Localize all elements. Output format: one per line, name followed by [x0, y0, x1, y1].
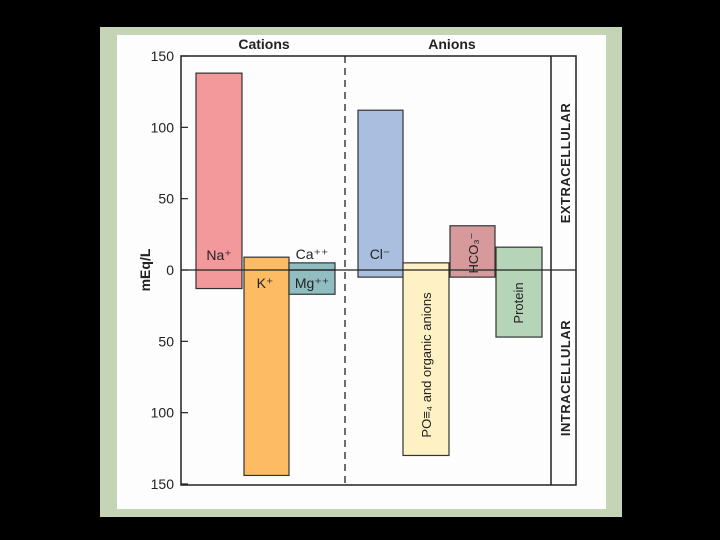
side-label-intracellular: INTRACELLULAR: [558, 320, 573, 436]
y-tick-label: 100: [151, 405, 175, 421]
y-tick-label: 100: [151, 119, 175, 135]
y-tick-label: 150: [151, 476, 175, 492]
ion-label-na: Na⁺: [206, 247, 231, 263]
bar-1: [243, 256, 290, 477]
y-tick-label: 50: [158, 333, 174, 349]
y-tick-label: 0: [166, 262, 174, 278]
ion-label-phosphate-organic: PO≡₄ and organic anions: [419, 292, 434, 438]
ion-label-cl: Cl⁻: [370, 246, 391, 262]
ion-label-k: K⁺: [257, 275, 274, 291]
bar-2: [288, 262, 336, 271]
bar-7: [495, 246, 543, 338]
y-tick-label: 150: [151, 48, 175, 64]
y-axis-title: mEq/L: [137, 248, 153, 291]
bar-3: [288, 269, 336, 295]
side-label-extracellular: EXTRACELLULAR: [558, 103, 573, 224]
bar-4: [357, 109, 404, 278]
bar-5: [402, 262, 450, 457]
ion-label-bicarbonate: HCO₃⁻: [466, 232, 481, 273]
y-tick-label: 50: [158, 191, 174, 207]
ion-label-ca: Ca⁺⁺: [296, 246, 329, 262]
group-label-anions: Anions: [428, 36, 476, 52]
ion-label-mg: Mg⁺⁺: [295, 275, 329, 291]
bar-6: [449, 225, 496, 278]
bar-0: [195, 72, 243, 290]
group-label-cations: Cations: [238, 36, 290, 52]
ion-label-protein: Protein: [511, 282, 526, 323]
